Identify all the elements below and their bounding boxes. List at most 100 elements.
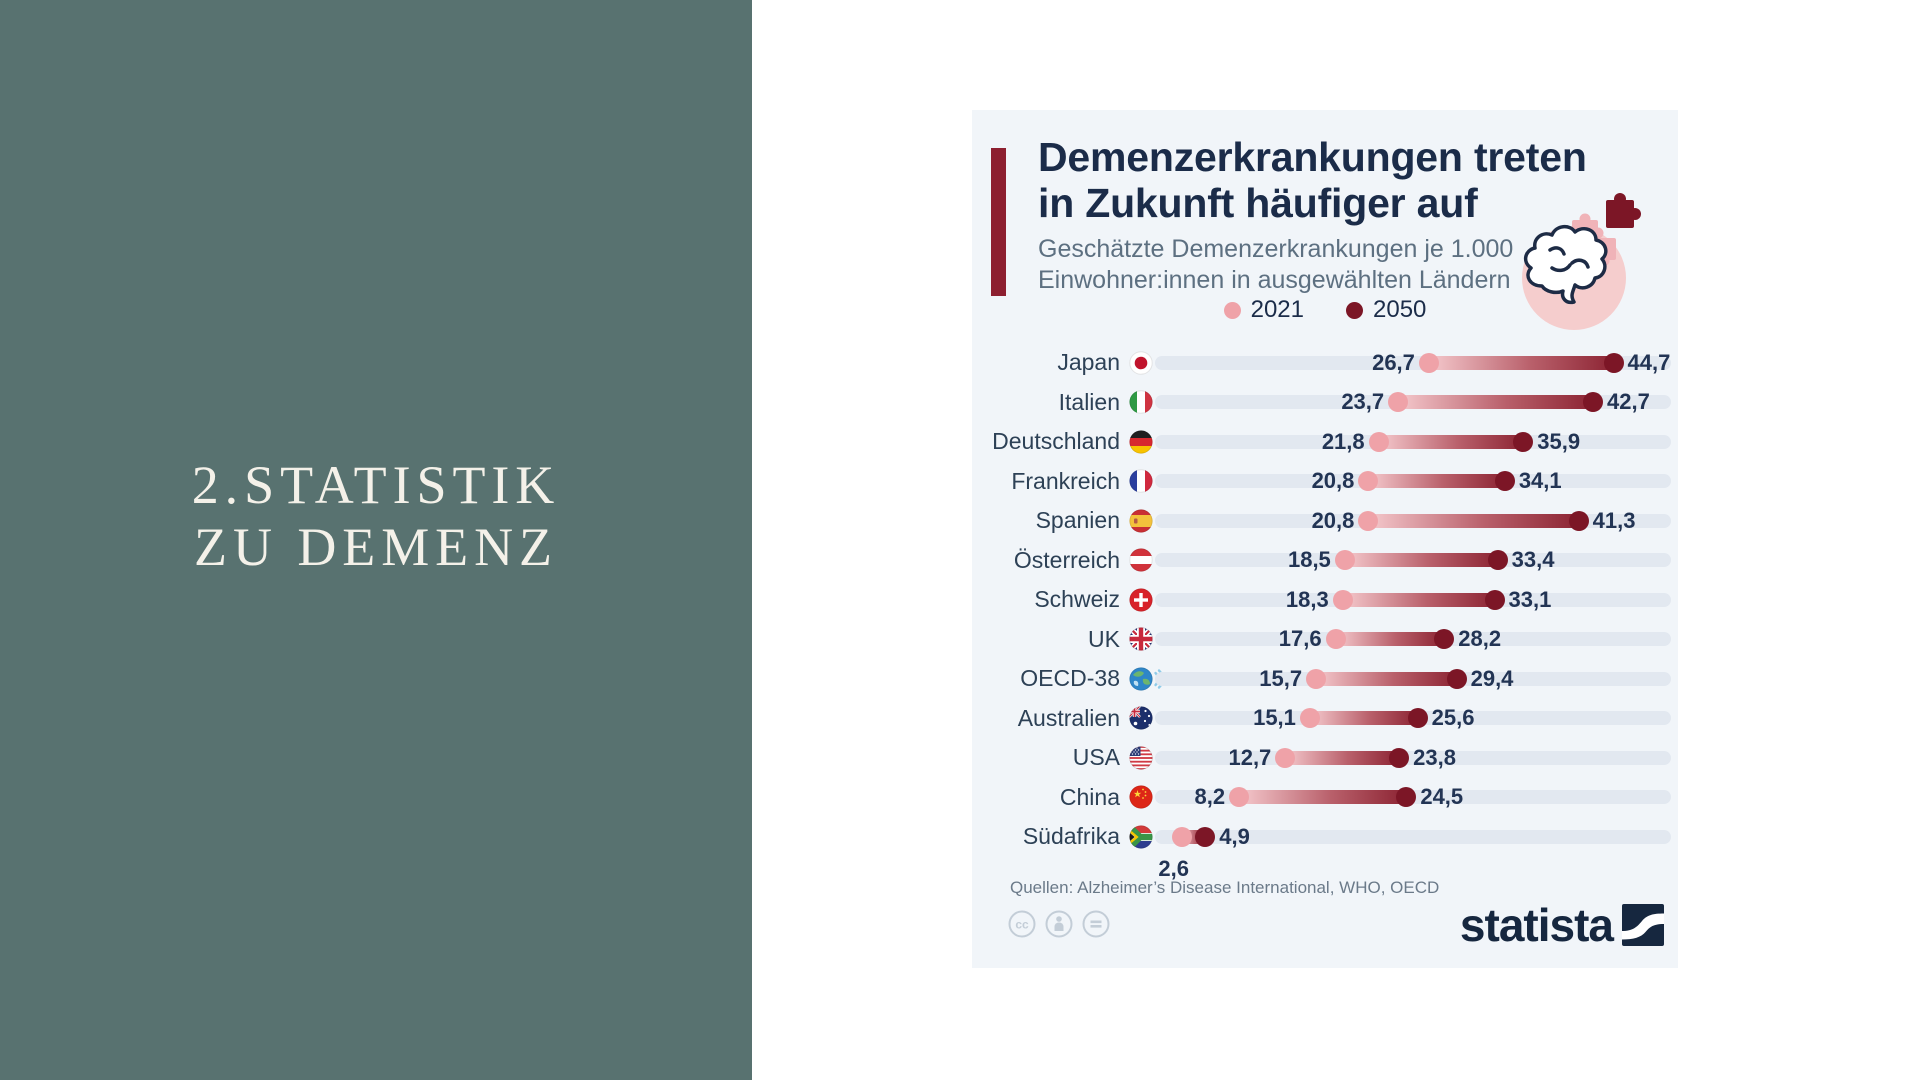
legend-item-2021: 2021 [1223, 296, 1304, 324]
dot-2021 [1171, 826, 1192, 847]
legend-dot-2021 [1223, 301, 1241, 319]
country-label: UK [1088, 625, 1120, 652]
dot-2021 [1229, 787, 1250, 808]
chart-subtitle-line2: Einwohner:innen in ausgewählten Ländern [1038, 266, 1511, 294]
value-2021: 15,7 [1259, 665, 1303, 691]
chart-title-line2: in Zukunft häufiger auf [1038, 180, 1478, 226]
country-label: USA [1072, 744, 1120, 771]
value-2021: 18,3 [1285, 586, 1329, 612]
flag-china-icon [1129, 785, 1153, 809]
cc-no-derivatives-icon [1082, 910, 1110, 938]
chart-row-spain: Spanien 20,8 41,3 [972, 501, 1678, 541]
dot-2021 [1358, 510, 1379, 531]
chart-row-china: China 8,2 24,5 [972, 778, 1678, 818]
svg-text:cc: cc [1015, 918, 1029, 932]
range-bar [1344, 553, 1498, 568]
value-2021: 18,5 [1287, 547, 1331, 573]
range-bar [1398, 395, 1594, 410]
bar-track: 15,1 25,6 [1155, 705, 1671, 730]
value-2050: 41,3 [1592, 507, 1636, 533]
dot-2050 [1434, 629, 1455, 650]
statista-mark-icon [1622, 904, 1664, 946]
bar-track: 20,8 34,1 [1155, 468, 1671, 493]
range-bar [1368, 513, 1579, 528]
dot-2021 [1388, 392, 1409, 413]
dot-2021 [1299, 708, 1320, 729]
chart-row-japan: Japan 26,7 44,7 [972, 343, 1678, 383]
chart-row-austria: Österreich 18,5 33,4 [972, 541, 1678, 581]
cc-logo-icon: cc [1008, 910, 1036, 938]
value-2050: 4,9 [1219, 823, 1250, 849]
flag-spain-icon [1129, 509, 1153, 533]
bar-track: 18,5 33,4 [1155, 547, 1671, 572]
range-bar [1342, 592, 1495, 607]
bar-track: 26,7 44,7 [1155, 350, 1671, 375]
dot-2050 [1494, 471, 1515, 492]
value-2050: 24,5 [1420, 784, 1464, 810]
value-2021: 23,7 [1341, 389, 1385, 415]
chart-title: Demenzerkrankungen treten in Zukunft häu… [1038, 134, 1618, 226]
chart-row-france: Frankreich 20,8 34,1 [972, 462, 1678, 502]
chart-row-southafrica: Südafrika 2,6 4,9 [972, 817, 1678, 881]
country-label: Österreich [1013, 546, 1120, 573]
value-2050: 42,7 [1607, 389, 1650, 415]
slide-sidebar: 2.STATISTIK ZU DEMENZ [0, 0, 752, 1080]
country-label: Japan [1057, 349, 1120, 376]
country-label: OECD-38 [1020, 665, 1120, 692]
chart-row-australia: Australien 15,1 25,6 [972, 699, 1678, 739]
flag-austria-icon [1129, 548, 1153, 572]
legend-item-2050: 2050 [1346, 296, 1426, 324]
section-title-line2: ZU DEMENZ [194, 517, 558, 578]
bar-track: 8,2 24,5 [1155, 784, 1671, 809]
dot-2050 [1396, 787, 1417, 808]
value-2021: 21,8 [1321, 428, 1365, 454]
flag-france-icon [1129, 469, 1153, 493]
value-2050: 44,7 [1627, 349, 1671, 375]
dot-2021 [1306, 668, 1327, 689]
chart-plot-area: Japan 26,7 44,7 Italien 23,7 42,7 Deutschland 2… [972, 343, 1678, 881]
legend-label: 2050 [1373, 296, 1427, 323]
statista-wordmark: statista [1459, 899, 1614, 951]
source-line: Quellen: Alzheimer’s Disease Internation… [1010, 878, 1440, 897]
dot-2050 [1487, 550, 1508, 571]
chart-row-uk: UK 17,6 28,2 [972, 620, 1678, 660]
flag-southafrica-icon [1129, 825, 1153, 849]
chart-title-line1: Demenzerkrankungen treten [1038, 134, 1587, 180]
value-2050: 35,9 [1537, 428, 1581, 454]
section-title: 2.STATISTIK ZU DEMENZ [0, 454, 752, 578]
dot-2021 [1358, 471, 1379, 492]
country-label: Südafrika [1022, 823, 1120, 850]
dot-2050 [1583, 392, 1604, 413]
infographic-card: Demenzerkrankungen treten in Zukunft häu… [972, 110, 1678, 968]
flag-japan-icon [1129, 351, 1153, 375]
value-2050: 34,1 [1518, 468, 1562, 494]
legend-dot-2050 [1346, 301, 1363, 319]
flag-italy-icon [1129, 390, 1153, 414]
country-label: Schweiz [1034, 586, 1120, 613]
value-2021: 8,2 [1194, 784, 1226, 810]
bar-track: 21,8 35,9 [1155, 429, 1671, 454]
bar-track: 12,7 23,8 [1155, 745, 1671, 770]
brain-puzzle-icon [1510, 186, 1650, 336]
chart-row-oecd: OECD-38 15,7 29,4 [972, 659, 1678, 699]
country-label: China [1059, 783, 1120, 810]
dot-2050 [1389, 747, 1410, 768]
flag-switzerland-icon [1129, 588, 1153, 612]
value-2050: 23,8 [1413, 744, 1456, 770]
dot-2050 [1195, 826, 1216, 847]
dot-2050 [1407, 708, 1428, 729]
statista-logo: statista [1460, 902, 1664, 948]
range-bar [1239, 790, 1407, 805]
dot-2050 [1446, 668, 1467, 689]
value-2021: 20,8 [1311, 468, 1355, 494]
range-bar [1368, 474, 1505, 489]
range-bar [1378, 434, 1524, 449]
cc-attribution-icon [1045, 910, 1073, 938]
country-label: Deutschland [992, 428, 1120, 455]
chart-row-germany: Deutschland 21,8 35,9 [972, 422, 1678, 462]
value-2021: 15,1 [1253, 705, 1296, 731]
value-2050: 29,4 [1470, 665, 1514, 691]
dot-2021 [1332, 589, 1353, 610]
value-2050: 33,4 [1511, 547, 1555, 573]
bar-track: 2,6 4,9 [1155, 824, 1671, 881]
